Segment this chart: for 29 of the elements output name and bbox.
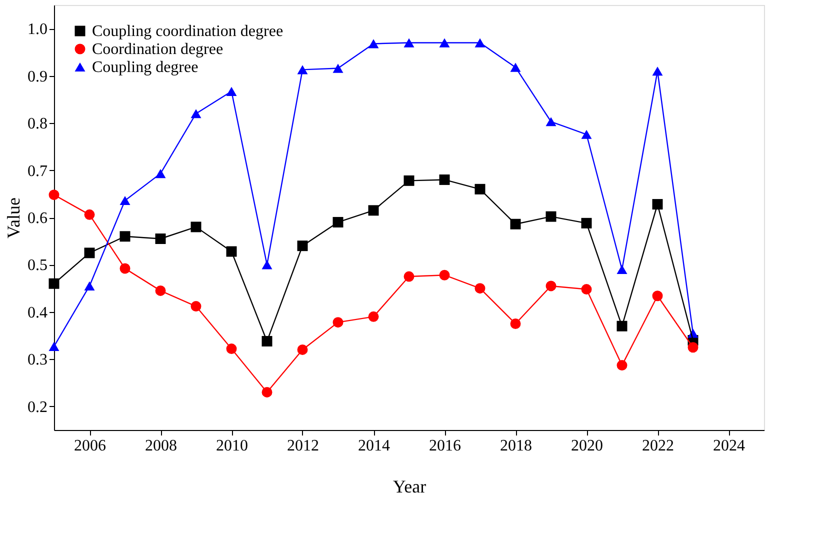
point: [48, 342, 60, 351]
x-tick-label: 2006: [74, 438, 106, 454]
y-tick-label: 0.8: [28, 116, 48, 133]
point: [262, 260, 272, 270]
point: [48, 190, 60, 200]
y-tick-label: 0.6: [28, 210, 48, 227]
y-tick-label: 0.2: [28, 398, 48, 416]
y-tick-label: 0.7: [28, 162, 48, 180]
x-tick-label: 2014: [358, 438, 390, 454]
x-tick-label: 2016: [429, 438, 461, 454]
x-tick-label: 2012: [287, 438, 319, 454]
x-axis-title: Year: [392, 476, 426, 496]
x-tick-label: 2018: [500, 438, 532, 454]
x-tick-label: 2022: [642, 438, 674, 454]
y-tick-label: 0.5: [28, 257, 48, 274]
y-tick-label: 1.0: [28, 21, 48, 38]
x-tick-label: 2010: [216, 438, 248, 454]
y-tick-label: 0.3: [28, 352, 48, 369]
legend-label: Coordination degree: [92, 41, 224, 58]
x-tick-label: 2024: [713, 438, 745, 454]
legend-label: Coupling degree: [92, 59, 198, 76]
y-axis-title: Value: [4, 198, 24, 238]
x-tick-label: 2020: [571, 438, 603, 454]
y-tick-label: 0.4: [28, 304, 48, 322]
point: [688, 342, 698, 353]
y-tick-label: 0.9: [28, 68, 48, 86]
x-tick-label: 2008: [145, 438, 177, 454]
legend-label: Coupling coordination degree: [92, 23, 284, 40]
point: [332, 64, 344, 73]
